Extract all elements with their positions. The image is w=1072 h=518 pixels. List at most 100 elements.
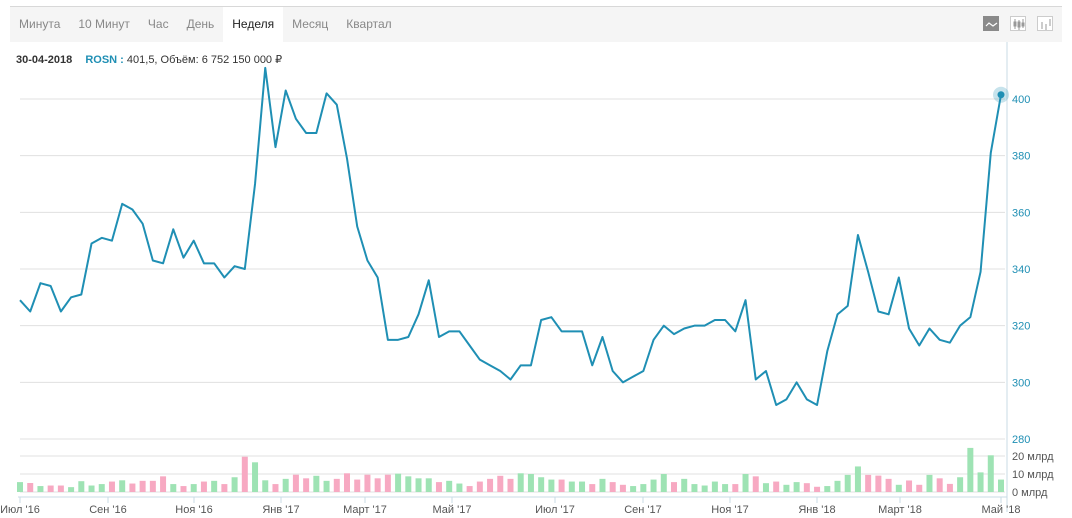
volume-bar bbox=[231, 477, 238, 492]
volume-bar bbox=[906, 480, 913, 492]
volume-bar bbox=[936, 478, 943, 492]
price-point bbox=[569, 328, 575, 334]
price-point bbox=[886, 311, 892, 317]
volume-bar bbox=[487, 478, 494, 492]
volume-bar bbox=[405, 476, 412, 492]
price-tick-label: 360 bbox=[1012, 207, 1030, 219]
volume-bar bbox=[732, 484, 739, 492]
ohlc-bars-icon[interactable] bbox=[1037, 16, 1053, 31]
volume-bar bbox=[568, 481, 575, 492]
price-point bbox=[763, 368, 769, 374]
price-point bbox=[579, 328, 585, 334]
price-point bbox=[364, 258, 370, 264]
x-tick-label: Ноя '16 bbox=[175, 504, 212, 516]
volume-bar bbox=[333, 478, 340, 492]
tab-0[interactable]: Минута bbox=[19, 17, 61, 31]
volume-bar bbox=[221, 484, 228, 492]
price-point bbox=[140, 221, 146, 227]
price-point bbox=[865, 269, 871, 275]
volume-bar bbox=[129, 483, 136, 492]
price-point bbox=[497, 368, 503, 374]
price-point bbox=[456, 328, 462, 334]
price-point bbox=[170, 226, 176, 232]
price-point bbox=[446, 328, 452, 334]
price-point bbox=[99, 235, 105, 241]
volume-bar bbox=[160, 476, 167, 492]
volume-bar bbox=[415, 478, 422, 492]
price-point bbox=[242, 266, 248, 272]
x-tick-label: Май '17 bbox=[433, 504, 472, 516]
tab-5[interactable]: Месяц bbox=[292, 17, 329, 31]
volume-bar bbox=[252, 462, 259, 492]
tab-6[interactable]: Квартал bbox=[346, 17, 392, 31]
price-point bbox=[916, 343, 922, 349]
tab-4[interactable]: Неделя bbox=[223, 7, 284, 42]
volume-bar bbox=[190, 484, 197, 492]
volume-bar bbox=[98, 484, 105, 492]
price-point bbox=[293, 116, 299, 122]
volume-bar bbox=[170, 484, 177, 492]
price-point bbox=[17, 297, 23, 303]
volume-bar bbox=[47, 485, 54, 492]
x-tick-label: Янв '18 bbox=[798, 504, 835, 516]
price-point bbox=[620, 379, 626, 385]
volume-tick-label: 10 млрд bbox=[1012, 469, 1054, 481]
volume-tick-label: 20 млрд bbox=[1012, 451, 1054, 463]
price-point bbox=[37, 280, 43, 286]
price-point bbox=[671, 331, 677, 337]
price-point bbox=[957, 323, 963, 329]
x-tick-label: Май '18 bbox=[982, 504, 1021, 516]
price-point bbox=[181, 255, 187, 261]
price-point bbox=[232, 263, 238, 269]
price-point bbox=[896, 275, 902, 281]
volume-bar bbox=[599, 478, 606, 492]
volume-bar bbox=[374, 478, 381, 492]
price-point bbox=[528, 362, 534, 368]
price-point bbox=[548, 314, 554, 320]
top-divider bbox=[10, 6, 1062, 7]
tab-2[interactable]: Час bbox=[147, 17, 169, 31]
price-point bbox=[48, 283, 54, 289]
price-point bbox=[395, 337, 401, 343]
price-point bbox=[599, 334, 605, 340]
price-point bbox=[773, 402, 779, 408]
volume-bar bbox=[834, 480, 841, 492]
x-tick-label: Март '17 bbox=[343, 504, 387, 516]
candlestick-icon[interactable] bbox=[1010, 16, 1026, 31]
volume-bar bbox=[425, 478, 432, 492]
price-point bbox=[487, 362, 493, 368]
x-tick-label: Янв '17 bbox=[262, 504, 299, 516]
volume-bar bbox=[967, 447, 974, 492]
volume-bar bbox=[803, 483, 810, 492]
price-point bbox=[661, 323, 667, 329]
volume-bar bbox=[68, 487, 75, 492]
price-point bbox=[78, 292, 84, 298]
volume-bar bbox=[609, 482, 616, 492]
volume-bar bbox=[538, 477, 545, 492]
price-point bbox=[651, 337, 657, 343]
price-point bbox=[303, 130, 309, 136]
line-chart-icon[interactable] bbox=[983, 16, 999, 31]
volume-bar bbox=[885, 478, 892, 492]
price-point bbox=[129, 207, 135, 213]
price-point bbox=[610, 368, 616, 374]
price-point bbox=[978, 269, 984, 275]
volume-bar bbox=[507, 478, 514, 492]
price-tick-label: 300 bbox=[1012, 377, 1030, 389]
volume-bar bbox=[865, 474, 872, 492]
volume-bar bbox=[589, 484, 596, 492]
volume-bar bbox=[762, 483, 769, 492]
volume-bar bbox=[711, 481, 718, 492]
tab-1[interactable]: 10 Минут bbox=[78, 17, 130, 31]
volume-bar bbox=[548, 479, 555, 492]
price-point bbox=[538, 317, 544, 323]
price-point bbox=[436, 334, 442, 340]
volume-bar bbox=[722, 484, 729, 492]
tab-3[interactable]: День bbox=[186, 17, 215, 31]
volume-bar bbox=[998, 479, 1004, 492]
volume-bar bbox=[742, 474, 749, 492]
price-point bbox=[835, 311, 841, 317]
volume-bar bbox=[354, 479, 361, 492]
